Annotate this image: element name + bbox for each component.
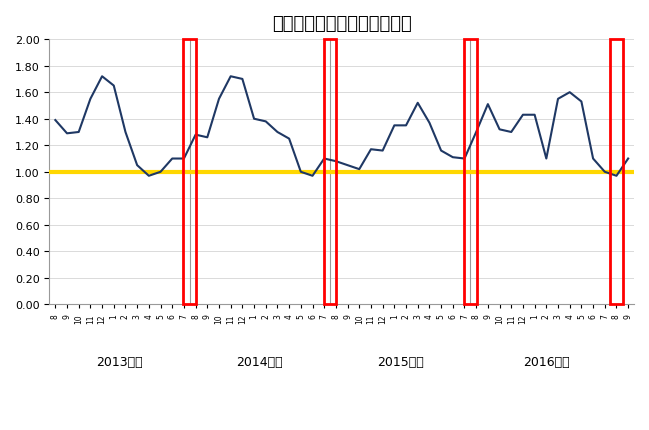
Text: 2016年度: 2016年度 xyxy=(523,355,570,368)
Bar xyxy=(183,40,196,305)
Bar xyxy=(464,40,477,305)
Text: 2013年度: 2013年度 xyxy=(96,355,143,368)
Bar xyxy=(324,40,336,305)
Text: 2015年度: 2015年度 xyxy=(377,355,424,368)
Text: 2014年度: 2014年度 xyxy=(237,355,283,368)
Title: グローバル転職求人倍率推移: グローバル転職求人倍率推移 xyxy=(272,15,411,33)
Bar xyxy=(610,40,623,305)
